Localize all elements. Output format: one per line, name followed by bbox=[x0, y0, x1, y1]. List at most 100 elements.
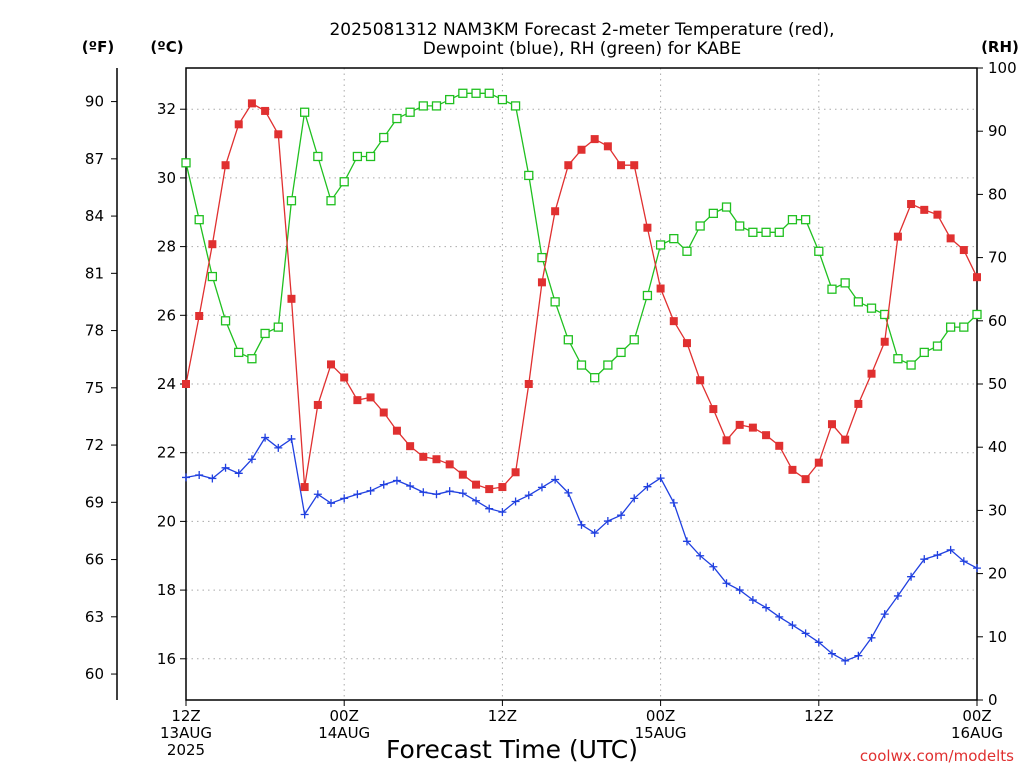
celsius-tick-label: 26 bbox=[157, 306, 176, 324]
temperature-point bbox=[458, 470, 467, 479]
rh-point bbox=[774, 227, 784, 237]
dewpoint-point bbox=[907, 572, 916, 581]
dewpoint-point bbox=[564, 488, 573, 497]
temperature-point bbox=[630, 161, 639, 170]
fahrenheit-tick-label: 84 bbox=[85, 207, 104, 225]
temperature-point bbox=[445, 460, 454, 469]
temperature-point bbox=[893, 232, 902, 241]
temperature-point bbox=[234, 120, 243, 129]
temperature-point bbox=[722, 436, 731, 445]
rh-tick-label: 0 bbox=[988, 691, 998, 709]
rh-point bbox=[695, 221, 705, 231]
rh-point bbox=[972, 309, 982, 320]
series-layer bbox=[181, 88, 982, 665]
rh-point bbox=[603, 360, 613, 370]
rh-point bbox=[365, 151, 376, 162]
x-tick-label: 12Z bbox=[488, 707, 517, 725]
dewpoint-point bbox=[182, 473, 190, 482]
x-tick-label: 16AUG bbox=[951, 724, 1003, 742]
temperature-point bbox=[762, 431, 771, 440]
dewpoint-point bbox=[261, 433, 270, 442]
temperature-point bbox=[907, 200, 916, 209]
temperature-point bbox=[195, 311, 204, 320]
rh-point bbox=[919, 347, 929, 358]
dewpoint-point bbox=[300, 510, 309, 519]
rh-point bbox=[313, 151, 323, 162]
temperature-point bbox=[735, 420, 744, 429]
fahrenheit-tick-label: 78 bbox=[85, 322, 104, 340]
dewpoint-point bbox=[630, 494, 639, 503]
dewpoint-point bbox=[603, 517, 612, 526]
rh-point bbox=[537, 252, 547, 263]
rh-point bbox=[576, 360, 587, 370]
dewpoint-point bbox=[696, 551, 705, 560]
celsius-tick-label: 30 bbox=[157, 169, 176, 187]
dewpoint-point bbox=[353, 490, 362, 499]
dewpoint-point bbox=[511, 497, 520, 506]
dewpoint-point bbox=[313, 490, 322, 499]
rh-point bbox=[959, 322, 969, 332]
dewpoint-point bbox=[472, 496, 481, 505]
dewpoint-point bbox=[735, 586, 744, 595]
rh-point bbox=[524, 170, 534, 181]
rh-point bbox=[247, 354, 257, 364]
x-tick-label: 12Z bbox=[171, 707, 200, 725]
rh-point bbox=[405, 107, 415, 117]
rh-tick-label: 90 bbox=[988, 122, 1007, 140]
rh-point bbox=[286, 196, 297, 206]
rh-point bbox=[181, 158, 191, 168]
rh-tick-label: 100 bbox=[988, 59, 1017, 77]
rh-point bbox=[484, 88, 494, 98]
temperature-point bbox=[551, 207, 560, 216]
rh-point bbox=[471, 88, 481, 98]
dewpoint-point bbox=[366, 486, 375, 495]
rh-point bbox=[906, 360, 916, 370]
dewpoint-point bbox=[221, 463, 230, 472]
rh-point bbox=[629, 335, 639, 345]
temperature-point bbox=[814, 458, 823, 467]
rh-point bbox=[655, 240, 666, 250]
temperature-point bbox=[867, 369, 876, 378]
fahrenheit-tick-label: 66 bbox=[85, 551, 104, 569]
temperature-point bbox=[366, 393, 375, 402]
rh-point bbox=[616, 347, 626, 358]
rh-point bbox=[326, 196, 336, 206]
temperature-point bbox=[577, 145, 586, 154]
temperature-point bbox=[946, 234, 955, 243]
dewpoint-point bbox=[392, 476, 401, 485]
temperature-point bbox=[880, 337, 889, 346]
dewpoint-point bbox=[933, 551, 942, 560]
rh-point bbox=[207, 271, 218, 282]
rh-point bbox=[392, 113, 402, 124]
temperature-point bbox=[221, 161, 230, 170]
series-dewpoint bbox=[182, 433, 981, 665]
rh-unit-label: (RH) bbox=[981, 38, 1019, 56]
temperature-point bbox=[472, 480, 481, 489]
dewpoint-point bbox=[669, 498, 678, 507]
rh-point bbox=[550, 297, 560, 307]
temperature-point bbox=[353, 396, 362, 405]
x-axis-label: Forecast Time (UTC) bbox=[386, 735, 638, 764]
credit-label: coolwx.com/modelts bbox=[860, 747, 1014, 765]
rh-point bbox=[590, 373, 600, 383]
chart-title-line: Dewpoint (blue), RH (green) for KABE bbox=[423, 39, 741, 59]
rh-point bbox=[220, 316, 231, 326]
temperature-point bbox=[287, 294, 296, 303]
series-temperature bbox=[182, 99, 981, 494]
temperature-point bbox=[590, 135, 599, 144]
temperature-point bbox=[208, 240, 217, 249]
dewpoint-point bbox=[827, 649, 836, 658]
dewpoint-point bbox=[379, 480, 388, 489]
temperature-point bbox=[854, 399, 863, 408]
rh-point bbox=[840, 278, 850, 288]
temperature-point bbox=[300, 483, 309, 492]
rh-tick-label: 30 bbox=[988, 501, 1007, 519]
rh-point bbox=[431, 101, 442, 111]
temperature-point bbox=[801, 475, 810, 484]
gridlines bbox=[186, 68, 977, 700]
rh-tick-label: 50 bbox=[988, 375, 1007, 393]
temperature-point bbox=[485, 485, 494, 494]
temperature-point bbox=[709, 405, 718, 414]
rh-point bbox=[299, 107, 310, 117]
rh-point bbox=[510, 101, 521, 111]
